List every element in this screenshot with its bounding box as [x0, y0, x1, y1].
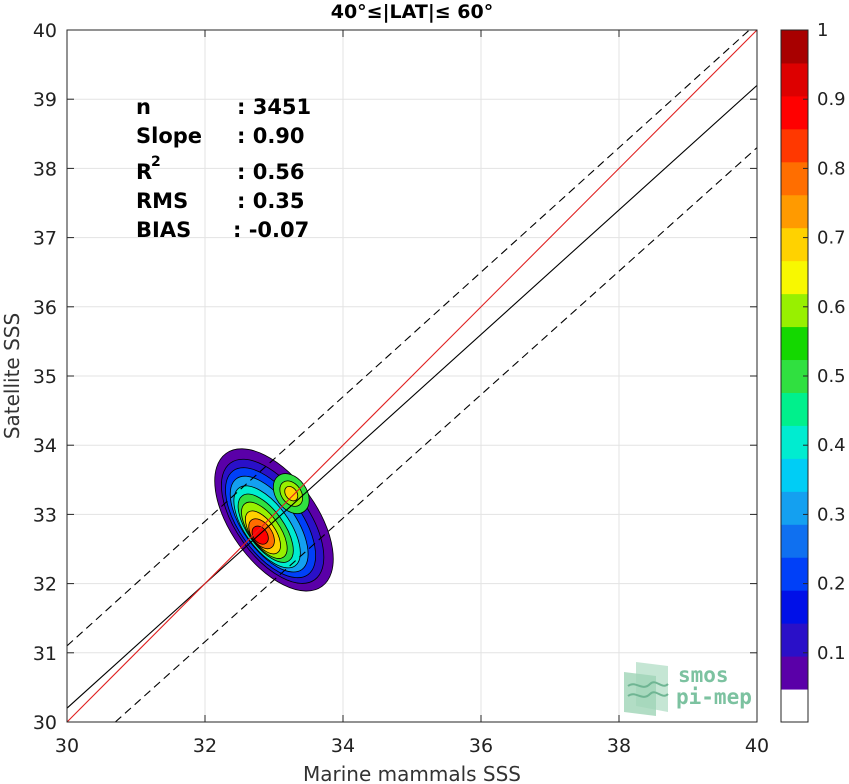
- colorbar-segment: [781, 161, 808, 196]
- stats-block: n : 3451 Slope : 0.90 R 2 : 0.56 RMS : 0…: [136, 95, 311, 242]
- x-tick-label: 40: [745, 735, 769, 757]
- y-tick-label: 40: [33, 20, 57, 42]
- x-tick-label: 36: [469, 735, 493, 757]
- colorbar-segment: [781, 689, 808, 723]
- logo-line1: smos: [678, 663, 729, 687]
- y-tick-label: 38: [33, 158, 57, 180]
- y-tick-label: 34: [33, 435, 57, 457]
- colorbar-tick-label: 0.8: [817, 158, 846, 179]
- colorbar-segment: [781, 326, 808, 361]
- colorbar-segment: [781, 491, 808, 525]
- colorbar-segment: [781, 524, 808, 558]
- colorbar-segment: [781, 656, 808, 690]
- stat-bias-label: BIAS: [136, 218, 191, 242]
- stat-r2-label: R: [136, 160, 152, 184]
- density-contour-secondary: [284, 485, 299, 502]
- dashed-lower-bound: [114, 147, 757, 722]
- colorbar-segment: [781, 194, 808, 229]
- reference-lines: [67, 30, 757, 722]
- colorbar-segment: [781, 260, 808, 295]
- y-tick-label: 30: [33, 712, 57, 734]
- colorbar-tick-label: 0.7: [817, 228, 846, 249]
- colorbar: 0.1 0.2 0.3 0.4 0.5 0.6 0.7 0.8 0.9 1: [780, 20, 846, 723]
- grid: [67, 30, 757, 722]
- stat-r2-superscript: 2: [151, 154, 161, 170]
- colorbar-tick-label: 0.1: [817, 643, 846, 664]
- colorbar-segment: [781, 62, 808, 97]
- colorbar-tick-label: 0.9: [817, 89, 846, 110]
- stat-bias-value: : -0.07: [233, 218, 309, 242]
- colorbar-segment: [781, 425, 808, 459]
- colorbar-tick-label: 1: [817, 20, 828, 41]
- colorbar-segment: [781, 30, 808, 64]
- y-tick-label: 37: [33, 228, 57, 250]
- one-to-one-line: [67, 30, 757, 722]
- regression-line: [67, 84, 757, 709]
- logo-line2: pi-mep: [676, 685, 752, 709]
- colorbar-tick-label: 0.6: [817, 297, 846, 318]
- smos-pimep-logo: smos pi-mep: [624, 662, 752, 716]
- colorbar-tick-label: 0.4: [817, 435, 846, 456]
- y-tick-label: 33: [33, 504, 57, 526]
- y-tick-label: 39: [33, 89, 57, 111]
- colorbar-segment: [781, 590, 808, 624]
- x-tick-label: 32: [193, 735, 217, 757]
- y-tick-label: 32: [33, 574, 57, 596]
- colorbar-segment: [781, 293, 808, 328]
- colorbar-tick-label: 0.2: [817, 574, 846, 595]
- stat-n-label: n: [136, 95, 151, 119]
- colorbar-segment: [781, 95, 808, 130]
- colorbar-segment: [781, 557, 808, 591]
- x-tick-label: 34: [331, 735, 355, 757]
- colorbar-segment: [781, 458, 808, 492]
- x-axis-label: Marine mammals SSS: [303, 762, 521, 784]
- colorbar-tick-label: 0.5: [817, 366, 846, 387]
- y-axis-ticks: 30 31 32 33 34 35 36 37 38 39 40: [33, 20, 757, 734]
- y-axis-label: Satellite SSS: [0, 313, 24, 439]
- colorbar-segment: [781, 392, 808, 426]
- y-tick-label: 31: [33, 643, 57, 665]
- y-tick-label: 36: [33, 297, 57, 319]
- stat-rms-label: RMS: [136, 189, 188, 213]
- stat-slope-value: : 0.90: [237, 124, 305, 148]
- chart-title: 40°≤|LAT|≤ 60°: [331, 1, 494, 23]
- colorbar-segment: [781, 623, 808, 657]
- stat-rms-value: : 0.35: [237, 189, 305, 213]
- colorbar-segment: [781, 227, 808, 262]
- stat-r2-value: : 0.56: [237, 160, 305, 184]
- y-tick-label: 35: [33, 366, 57, 388]
- dashed-upper-bound: [67, 30, 751, 647]
- stat-slope-label: Slope: [136, 124, 202, 148]
- x-tick-label: 38: [607, 735, 631, 757]
- x-axis-ticks: 30 32 34 36 38 40: [55, 30, 769, 757]
- stat-n-value: : 3451: [237, 95, 311, 119]
- colorbar-segment: [781, 128, 808, 163]
- colorbar-tick-label: 0.3: [817, 504, 846, 525]
- x-tick-label: 30: [55, 735, 79, 757]
